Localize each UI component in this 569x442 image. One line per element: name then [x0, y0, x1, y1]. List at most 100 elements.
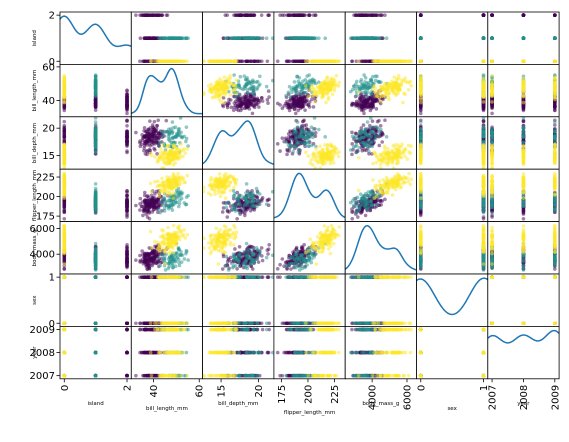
data-point — [227, 79, 231, 84]
data-point — [299, 134, 304, 139]
data-point — [266, 13, 270, 17]
data-point — [148, 144, 152, 148]
data-point — [299, 36, 304, 40]
data-point — [293, 136, 298, 141]
data-point — [481, 100, 486, 104]
data-point — [250, 111, 255, 116]
data-point — [299, 59, 303, 64]
data-point — [93, 80, 98, 84]
data-point — [369, 77, 373, 82]
data-point — [284, 36, 288, 40]
data-point — [363, 80, 367, 84]
data-point — [248, 59, 253, 64]
data-point — [321, 81, 326, 85]
data-point — [304, 123, 309, 127]
data-point — [368, 108, 373, 113]
data-point — [125, 138, 129, 143]
data-point — [305, 74, 309, 78]
data-point — [125, 106, 129, 110]
data-point — [176, 36, 181, 40]
data-point — [490, 87, 494, 92]
data-point — [360, 105, 364, 109]
data-point — [311, 126, 316, 131]
data-point — [218, 59, 223, 64]
data-point — [294, 91, 299, 96]
data-point — [252, 96, 257, 101]
data-point — [363, 91, 368, 95]
data-point — [284, 93, 288, 98]
data-point — [125, 123, 129, 128]
data-point — [168, 127, 173, 131]
data-point — [150, 123, 155, 127]
data-point — [317, 36, 321, 40]
data-point — [169, 150, 174, 155]
data-point — [184, 36, 189, 40]
data-point — [160, 13, 164, 17]
data-point — [264, 84, 269, 89]
data-point — [481, 36, 486, 40]
data-point — [162, 153, 167, 157]
data-point — [238, 74, 243, 79]
data-point — [258, 36, 262, 40]
data-point — [282, 104, 286, 108]
data-point — [146, 127, 151, 132]
data-point — [481, 88, 486, 92]
data-point — [325, 75, 330, 79]
data-point — [373, 90, 377, 94]
data-point — [384, 91, 389, 95]
data-point — [490, 111, 494, 116]
data-point — [490, 94, 494, 99]
data-point — [521, 13, 526, 17]
data-point — [490, 59, 494, 64]
data-point — [363, 104, 368, 109]
data-point — [255, 102, 259, 106]
data-point — [260, 36, 265, 40]
data-point — [173, 36, 178, 40]
data-point — [156, 118, 160, 123]
data-point — [362, 59, 366, 64]
data-point — [166, 137, 171, 142]
data-point — [296, 108, 300, 113]
data-point — [232, 73, 236, 77]
data-point — [252, 59, 257, 64]
data-point — [336, 59, 341, 64]
data-point — [237, 83, 241, 88]
data-point — [358, 79, 363, 84]
data-point — [317, 127, 321, 132]
cell-background — [416, 12, 488, 65]
data-point — [285, 152, 289, 157]
cell-bill_length_mm-vs-island — [59, 64, 132, 118]
data-point — [332, 88, 337, 93]
data-point — [152, 136, 156, 140]
data-point — [242, 74, 247, 78]
data-point — [373, 36, 378, 40]
data-point — [321, 94, 326, 98]
data-point — [228, 98, 233, 102]
data-point — [93, 130, 98, 134]
data-point — [481, 95, 486, 100]
data-point — [213, 95, 218, 100]
data-point — [307, 13, 312, 17]
data-point — [368, 102, 373, 106]
data-point — [153, 142, 157, 146]
data-point — [289, 36, 294, 40]
data-point — [227, 59, 231, 64]
data-point — [250, 91, 255, 95]
data-point — [288, 98, 293, 102]
data-point — [145, 13, 150, 17]
data-point — [221, 104, 226, 109]
data-point — [294, 102, 298, 106]
data-point — [224, 36, 228, 40]
data-point — [154, 13, 158, 17]
data-point — [240, 59, 245, 64]
data-point — [245, 78, 250, 83]
data-point — [322, 88, 326, 92]
data-point — [146, 135, 151, 139]
data-point — [138, 36, 143, 40]
data-point — [181, 59, 186, 64]
cell-background — [131, 64, 203, 117]
data-point — [155, 157, 160, 162]
data-point — [255, 36, 260, 40]
data-point — [490, 73, 494, 78]
data-point — [220, 90, 224, 95]
